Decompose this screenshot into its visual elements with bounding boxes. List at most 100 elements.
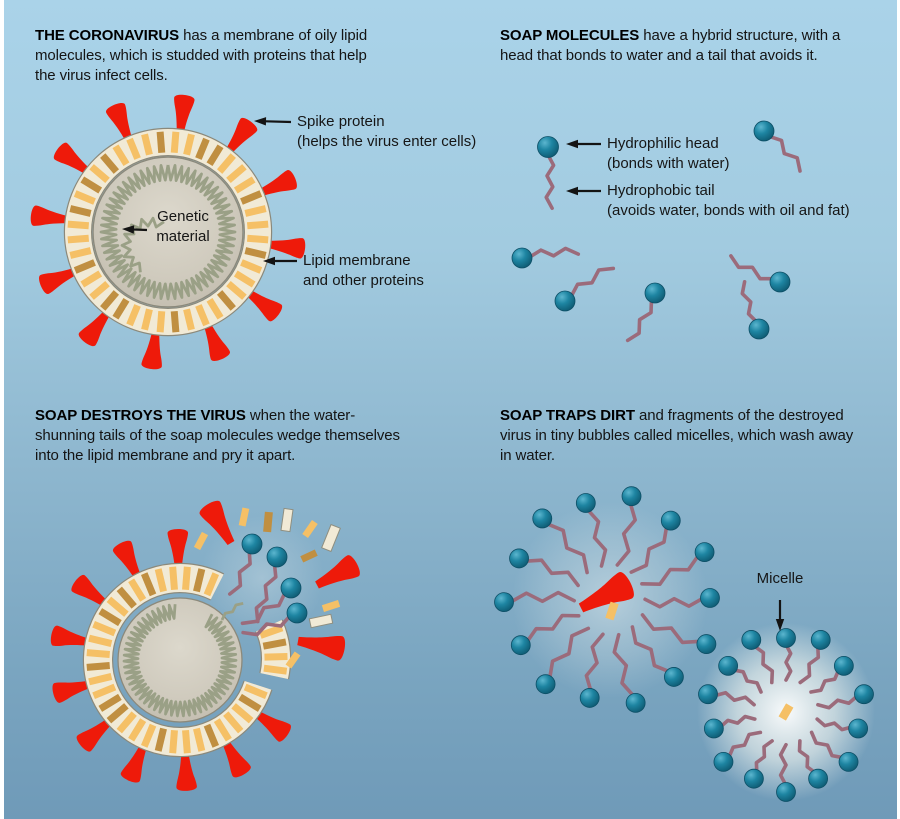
membrane-fragment (300, 549, 318, 563)
membrane-tick (141, 133, 153, 156)
soap-head (511, 247, 533, 269)
spike-protein (120, 743, 148, 783)
caption-soap-destroys: SOAP DESTROYS THE VIRUS when the water-s… (35, 406, 407, 466)
membrane-tick (195, 304, 210, 327)
spike-protein (52, 680, 93, 703)
soap-head (808, 768, 829, 789)
membrane-tick (240, 259, 263, 274)
membrane-tick (182, 730, 191, 754)
membrane-tick (226, 280, 247, 300)
soap-tail (731, 668, 763, 694)
soap-tail (544, 521, 589, 575)
spike-protein (245, 288, 283, 322)
soap-tail (544, 152, 556, 210)
caption-soap-molecules-lead: SOAP MOLECULES (500, 27, 640, 44)
soap-head (741, 630, 762, 650)
soap-head (621, 486, 642, 507)
spike-protein (39, 267, 79, 294)
soap-tail (629, 524, 669, 574)
membrane-tick (156, 131, 166, 154)
soap-tail (726, 730, 763, 760)
caption-soap-destroys-lead: SOAP DESTROYS THE VIRUS (35, 407, 246, 424)
label-line-2: (helps the virus enter cells) (297, 133, 477, 150)
soap-tail (612, 632, 636, 699)
membrane-tick (264, 653, 288, 661)
label-micelle: Micelle (756, 570, 804, 587)
soap-head (748, 318, 770, 340)
soap-tail (718, 714, 757, 729)
label-hydrophobic-tail: Hydrophobic tail (avoids water, bonds wi… (607, 181, 850, 221)
pointer-arrow (566, 186, 601, 196)
membrane-tick (170, 131, 180, 154)
membrane-tick (73, 259, 96, 274)
spike-protein (203, 321, 230, 361)
membrane-tick (183, 133, 195, 156)
membrane-ring (65, 129, 271, 335)
soap-tail (815, 717, 854, 732)
membrane-tick (80, 270, 103, 288)
soap-head (554, 290, 576, 312)
membrane-fragment (605, 601, 619, 621)
soap-tail (640, 553, 701, 587)
soap-tail (640, 613, 703, 645)
membrane-tick (86, 662, 110, 671)
spike-protein (199, 500, 235, 546)
membrane-tick (73, 190, 96, 205)
membrane-tick (106, 596, 129, 617)
spike-protein (224, 117, 258, 155)
membrane-tick (206, 144, 224, 167)
spike-protein (174, 94, 195, 135)
membrane-tick (216, 153, 236, 174)
membrane-tick (213, 718, 232, 742)
membrane-tick (246, 220, 269, 230)
membrane-tick (98, 693, 122, 712)
genetic-material-rna (120, 216, 165, 273)
membrane-tick (69, 247, 92, 259)
membrane-fragment (263, 511, 273, 533)
broken-virus-illustration (50, 500, 360, 791)
soap-tail (523, 558, 580, 588)
soap-head (833, 655, 854, 676)
membrane-tick (86, 649, 110, 658)
genetic-material-rna (220, 602, 244, 621)
pointer-arrow (775, 600, 785, 631)
membrane-fragment (285, 651, 301, 669)
membrane-tick (69, 205, 92, 217)
soap-head (266, 546, 288, 568)
spike-protein (315, 555, 360, 589)
membrane-fragment (321, 600, 341, 612)
membrane-tick (169, 730, 178, 754)
soap-head (769, 271, 791, 293)
soap-tail (754, 739, 774, 775)
soap-head (286, 602, 308, 624)
genetic-material-rna (99, 164, 237, 301)
membrane-tick (231, 703, 254, 724)
membrane-tick (89, 164, 110, 184)
soap-head (663, 667, 684, 687)
spike-protein (113, 540, 142, 580)
pointer-arrow (566, 139, 601, 149)
membrane-tick (67, 220, 90, 230)
membrane-tick (193, 568, 206, 593)
label-spike-protein: Spike protein (helps the virus enter cel… (297, 112, 476, 152)
soap-head (537, 136, 559, 158)
caption-soap-destroys-body: when the water-shunning tails of the soa… (35, 407, 400, 464)
soap-head (644, 282, 666, 304)
spike-protein (221, 738, 251, 778)
soap-tail (527, 246, 581, 260)
spike-protein (257, 170, 297, 197)
spike-protein (176, 751, 197, 791)
membrane-tick (233, 270, 256, 288)
membrane-tick (100, 290, 120, 311)
soap-tail (766, 134, 802, 173)
membrane-tick (182, 566, 191, 590)
soap-tail (254, 561, 278, 624)
pointer-arrow (263, 256, 297, 266)
soap-head (579, 688, 600, 708)
caption-soap-traps-lead: SOAP TRAPS DIRT (500, 407, 635, 424)
soap-tail (625, 297, 654, 343)
soap-tail (508, 590, 577, 604)
soap-tail (643, 596, 706, 609)
soap-head (810, 630, 831, 650)
